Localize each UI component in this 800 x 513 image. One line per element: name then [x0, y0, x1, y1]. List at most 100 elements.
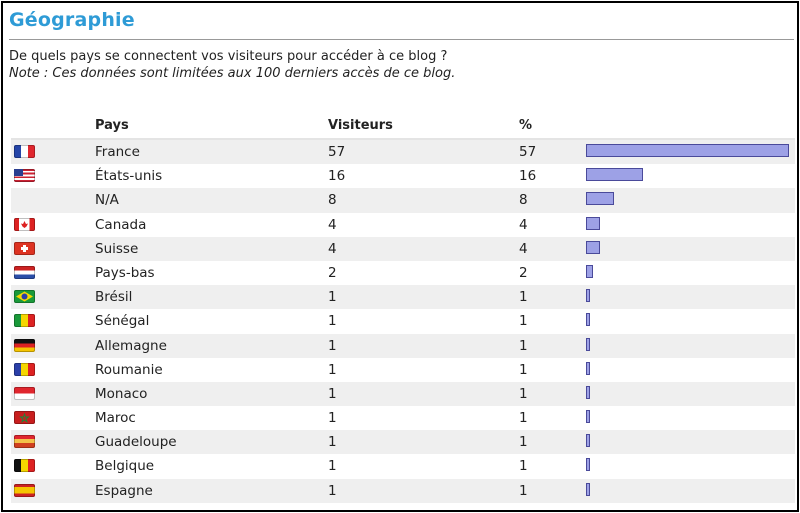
percent-value: 2 — [519, 264, 528, 281]
percent-value: 4 — [519, 216, 528, 233]
header-percent: % — [519, 118, 533, 133]
percent-bar — [586, 192, 614, 206]
percent-bar — [586, 313, 590, 327]
percent-value: 1 — [519, 361, 528, 378]
table-row: Sénégal 1 1 — [11, 309, 795, 333]
morocco-flag-icon — [14, 411, 35, 425]
percent-value: 1 — [519, 289, 528, 306]
netherlands-flag-icon — [14, 265, 35, 279]
percent-bar — [586, 168, 643, 182]
percent-bar — [586, 482, 590, 496]
belgium-flag-icon — [14, 459, 35, 473]
table-row: États-unis 16 16 — [11, 164, 795, 188]
france-flag-icon — [14, 145, 35, 158]
percent-bar — [586, 337, 590, 351]
visitor-count: 4 — [328, 216, 337, 233]
brazil-flag-icon — [14, 290, 35, 304]
country-name: Canada — [95, 216, 147, 233]
visitor-count: 16 — [328, 168, 346, 185]
canada-flag-icon — [14, 217, 35, 231]
senegal-flag-icon — [14, 314, 35, 328]
table-row: Suisse 4 4 — [11, 236, 795, 261]
percent-value: 1 — [519, 410, 528, 427]
table-row: Espagne 1 1 — [11, 478, 795, 503]
percent-value: 1 — [519, 313, 528, 330]
title-divider — [9, 39, 794, 40]
visitor-count: 1 — [328, 410, 337, 427]
country-name: Espagne — [95, 482, 153, 499]
table-row: Canada 4 4 — [11, 213, 795, 237]
germany-flag-icon — [14, 338, 35, 352]
percent-bar — [586, 361, 590, 375]
country-name: Monaco — [95, 385, 148, 402]
table-row: Maroc 1 1 — [11, 406, 795, 430]
no-flag-placeholder — [14, 193, 35, 206]
percent-bar — [586, 434, 590, 448]
header-visitors: Visiteurs — [328, 118, 393, 133]
percent-value: 1 — [519, 434, 528, 451]
country-name: Suisse — [95, 240, 139, 257]
percent-bar — [586, 240, 600, 254]
table-row: Monaco 1 1 — [11, 381, 795, 407]
percent-bar — [586, 410, 590, 424]
percent-value: 57 — [519, 144, 537, 160]
usa-flag-icon — [14, 169, 35, 183]
country-name: N/A — [95, 192, 119, 209]
visitor-count: 4 — [328, 240, 337, 257]
percent-value: 1 — [519, 458, 528, 475]
table-row: Brésil 1 1 — [11, 285, 795, 310]
percent-bar — [586, 458, 590, 472]
country-name: Roumanie — [95, 361, 163, 378]
table-row: Roumanie 1 1 — [11, 358, 795, 382]
country-name: Belgique — [95, 458, 155, 475]
visitor-count: 1 — [328, 289, 337, 306]
visitor-count: 1 — [328, 337, 337, 354]
page-title: Géographie — [9, 9, 135, 31]
header-country: Pays — [95, 118, 129, 133]
percent-value: 1 — [519, 385, 528, 402]
visitor-count: 1 — [328, 385, 337, 402]
intro-note: Note : Ces données sont limitées aux 100… — [9, 66, 456, 81]
country-name: France — [95, 144, 140, 160]
visitor-count: 1 — [328, 434, 337, 451]
visitor-count: 1 — [328, 313, 337, 330]
table-header: Pays Visiteurs % — [11, 114, 795, 140]
percent-value: 16 — [519, 168, 537, 185]
percent-value: 8 — [519, 192, 528, 209]
table-row: Belgique 1 1 — [11, 454, 795, 478]
country-name: Allemagne — [95, 337, 167, 354]
visitor-count: 2 — [328, 264, 337, 281]
percent-bar — [586, 385, 590, 399]
switzerland-flag-icon — [14, 241, 35, 255]
percent-bar — [586, 216, 600, 230]
country-name: Maroc — [95, 410, 136, 427]
country-name: Brésil — [95, 289, 133, 306]
monaco-flag-icon — [14, 386, 35, 400]
percent-bar — [586, 289, 590, 303]
visitors-by-country-table: Pays Visiteurs % France 57 57 États-unis 16 1… — [11, 114, 795, 503]
country-name: Guadeloupe — [95, 434, 177, 451]
percent-bar — [586, 264, 593, 278]
romania-flag-icon — [14, 362, 35, 376]
country-name: Sénégal — [95, 313, 150, 330]
visitor-count: 57 — [328, 144, 346, 160]
visitor-count: 8 — [328, 192, 337, 209]
guadeloupe-flag-icon — [14, 435, 35, 449]
table-row: N/A 8 8 — [11, 188, 795, 213]
visitor-count: 1 — [328, 482, 337, 499]
intro-question: De quels pays se connectent vos visiteur… — [9, 49, 448, 64]
country-name: Pays-bas — [95, 264, 155, 281]
table-row: Pays-bas 2 2 — [11, 261, 795, 285]
percent-bar — [586, 144, 789, 157]
visitor-count: 1 — [328, 361, 337, 378]
visitor-count: 1 — [328, 458, 337, 475]
table-row: Guadeloupe 1 1 — [11, 430, 795, 455]
percent-value: 4 — [519, 240, 528, 257]
table-body: France 57 57 États-unis 16 16 N/A 8 8 Canada 4 4 Sui… — [11, 140, 795, 503]
country-name: États-unis — [95, 168, 163, 185]
table-row: France 57 57 — [11, 140, 795, 165]
percent-value: 1 — [519, 482, 528, 499]
percent-value: 1 — [519, 337, 528, 354]
table-row: Allemagne 1 1 — [11, 333, 795, 358]
